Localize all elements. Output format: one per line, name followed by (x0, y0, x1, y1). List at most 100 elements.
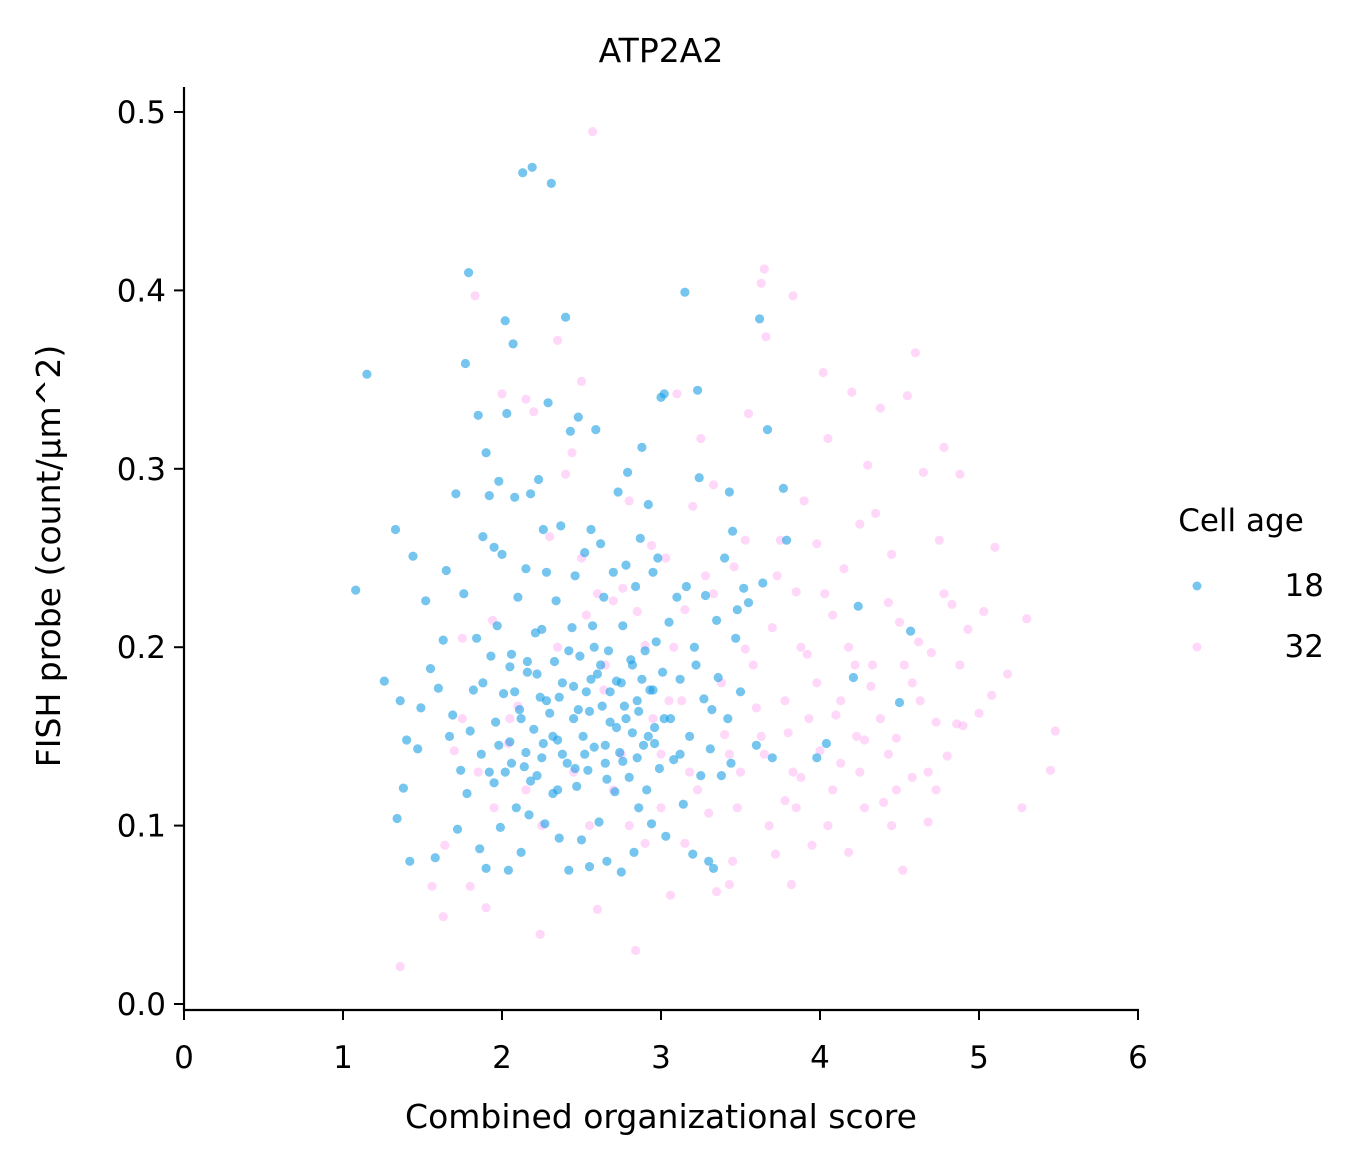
scatter-point-age-32 (987, 690, 997, 701)
scatter-point-age-32 (767, 623, 777, 633)
scatter-point-age-18 (537, 624, 547, 635)
scatter-point-age-18 (699, 694, 709, 704)
scatter-point-age-18 (518, 168, 528, 178)
scatter-point-age-32 (748, 660, 758, 670)
scatter-point-age-32 (631, 945, 641, 956)
scatter-point-age-18 (521, 747, 531, 758)
scatter-point-age-32 (844, 642, 854, 652)
scatter-point-age-32 (939, 442, 949, 452)
scatter-point-age-32 (529, 407, 539, 417)
scatter-point-age-32 (963, 624, 973, 635)
scatter-point-age-18 (444, 731, 455, 742)
scatter-point-age-18 (548, 731, 558, 742)
scatter-point-age-18 (416, 703, 426, 713)
scatter-point-age-18 (473, 410, 483, 420)
scatter-point-age-32 (465, 881, 475, 891)
scatter-point-age-18 (538, 738, 548, 749)
scatter-point-age-32 (866, 681, 876, 692)
scatter-point-age-32 (708, 480, 719, 490)
scatter-point-age-18 (538, 524, 548, 535)
scatter-point-age-32 (772, 571, 782, 581)
scatter-point-age-32 (955, 660, 965, 670)
scatter-point-age-32 (756, 731, 766, 742)
scatter-point-age-18 (425, 664, 436, 674)
scatter-point-age-32 (914, 637, 924, 647)
scatter-point-age-18 (739, 583, 749, 593)
scatter-point-age-18 (653, 553, 663, 563)
scatter-point-age-18 (521, 564, 531, 574)
scatter-point-age-18 (505, 662, 515, 672)
scatter-point-age-32 (955, 469, 965, 479)
scatter-point-age-18 (468, 685, 478, 695)
scatter-point-age-18 (664, 617, 674, 627)
scatter-point-age-18 (584, 706, 595, 717)
scatter-point-age-32 (780, 696, 790, 706)
scatter-point-age-18 (732, 605, 742, 615)
scatter-point-age-32 (902, 391, 913, 401)
scatter-point-age-18 (472, 633, 482, 643)
scatter-point-age-18 (465, 726, 475, 736)
scatter-point-age-18 (634, 803, 644, 813)
scatter-point-age-32 (926, 648, 936, 658)
scatter-point-age-18 (478, 532, 488, 542)
scatter-point-age-32 (863, 460, 873, 470)
scatter-point-age-32 (791, 587, 801, 597)
scatter-point-age-18 (648, 685, 658, 695)
scatter-point-age-32 (521, 785, 531, 795)
scatter-point-age-18 (433, 683, 443, 693)
scatter-point-age-18 (600, 740, 610, 750)
scatter-point-age-18 (362, 369, 372, 379)
scatter-point-age-18 (611, 722, 622, 733)
legend: Cell age 18 32 (1178, 503, 1324, 665)
scatter-point-age-18 (561, 312, 571, 322)
scatter-point-age-32 (804, 714, 814, 724)
scatter-point-age-18 (545, 708, 555, 718)
scatter-point-age-32 (700, 571, 711, 581)
scatter-point-age-18 (580, 548, 590, 558)
scatter-point-age-18 (451, 489, 461, 499)
scatter-point-age-18 (821, 738, 832, 749)
scatter-point-age-32 (974, 708, 984, 718)
scatter-point-age-18 (589, 742, 599, 752)
scatter-point-age-18 (643, 731, 653, 742)
scatter-point-age-18 (707, 705, 717, 715)
scatter-point-age-18 (430, 853, 440, 863)
scatter-point-age-18 (600, 758, 610, 768)
scatter-point-age-32 (898, 865, 908, 875)
scatter-point-age-18 (494, 740, 504, 750)
x-tick-label: 3 (651, 1040, 671, 1076)
scatter-point-age-18 (812, 753, 822, 763)
scatter-point-age-18 (665, 714, 676, 724)
scatter-point-age-18 (537, 753, 547, 763)
scatter-point-age-18 (848, 672, 859, 683)
scatter-point-age-32 (489, 803, 499, 813)
scatter-point-age-32 (931, 717, 941, 727)
scatter-point-age-18 (546, 178, 556, 188)
scatter-point-age-32 (764, 821, 774, 831)
scatter-point-age-18 (743, 598, 754, 608)
scatter-point-age-18 (543, 398, 553, 408)
scatter-point-age-18 (481, 448, 491, 458)
scatter-point-age-18 (627, 728, 638, 738)
scatter-point-age-18 (623, 467, 633, 477)
scatter-point-age-18 (534, 474, 544, 485)
scatter-point-age-18 (650, 738, 660, 749)
legend-label-32: 32 (1285, 629, 1324, 665)
x-ticks: 0 1 2 3 4 5 6 (174, 1010, 1148, 1076)
scatter-point-age-32 (1022, 614, 1032, 624)
scatter-point-age-32 (724, 749, 735, 759)
scatter-point-age-18 (500, 316, 510, 326)
scatter-point-age-18 (460, 358, 470, 369)
scatter-point-age-18 (629, 847, 639, 858)
scatter-point-age-18 (603, 646, 614, 656)
scatter-point-age-32 (728, 856, 738, 866)
scatter-point-age-18 (751, 740, 762, 750)
scatter-point-age-18 (669, 755, 679, 765)
scatter-point-age-18 (484, 491, 494, 501)
scatter-point-age-32 (850, 660, 860, 670)
scatter-point-age-18 (506, 649, 517, 659)
scatter-point-age-32 (553, 335, 563, 345)
scatter-point-age-18 (599, 592, 609, 602)
scatter-point-age-18 (522, 656, 533, 667)
scatter-point-age-18 (659, 389, 669, 399)
